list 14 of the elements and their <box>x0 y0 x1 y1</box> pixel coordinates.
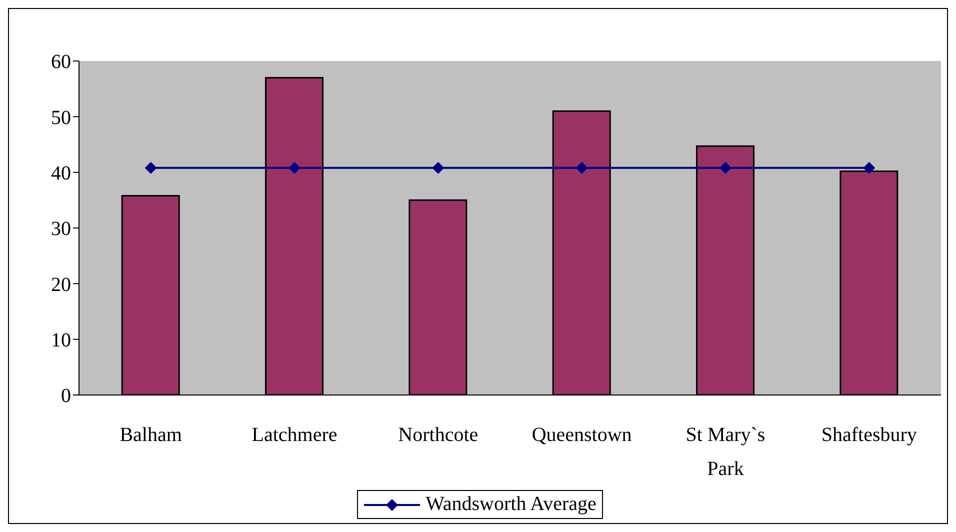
x-tick-label: Latchmere <box>252 424 338 446</box>
x-tick-label: St Mary`s Park <box>686 424 766 480</box>
y-tick-label: 40 <box>51 162 71 184</box>
x-tick-label: Balham <box>120 424 182 446</box>
x-tick-label: Queenstown <box>532 424 632 446</box>
x-tick-label: Northcote <box>398 424 478 446</box>
y-tick-label: 60 <box>51 51 71 74</box>
y-tick-label: 10 <box>51 329 71 352</box>
y-tick-label: 30 <box>51 218 71 240</box>
y-tick-label: 0 <box>61 385 71 408</box>
x-tick-label: Shaftesbury <box>821 424 917 446</box>
legend-label: Wandsworth Average <box>426 493 596 516</box>
y-tick-label: 20 <box>51 274 71 296</box>
y-tick-label: 50 <box>51 106 71 129</box>
